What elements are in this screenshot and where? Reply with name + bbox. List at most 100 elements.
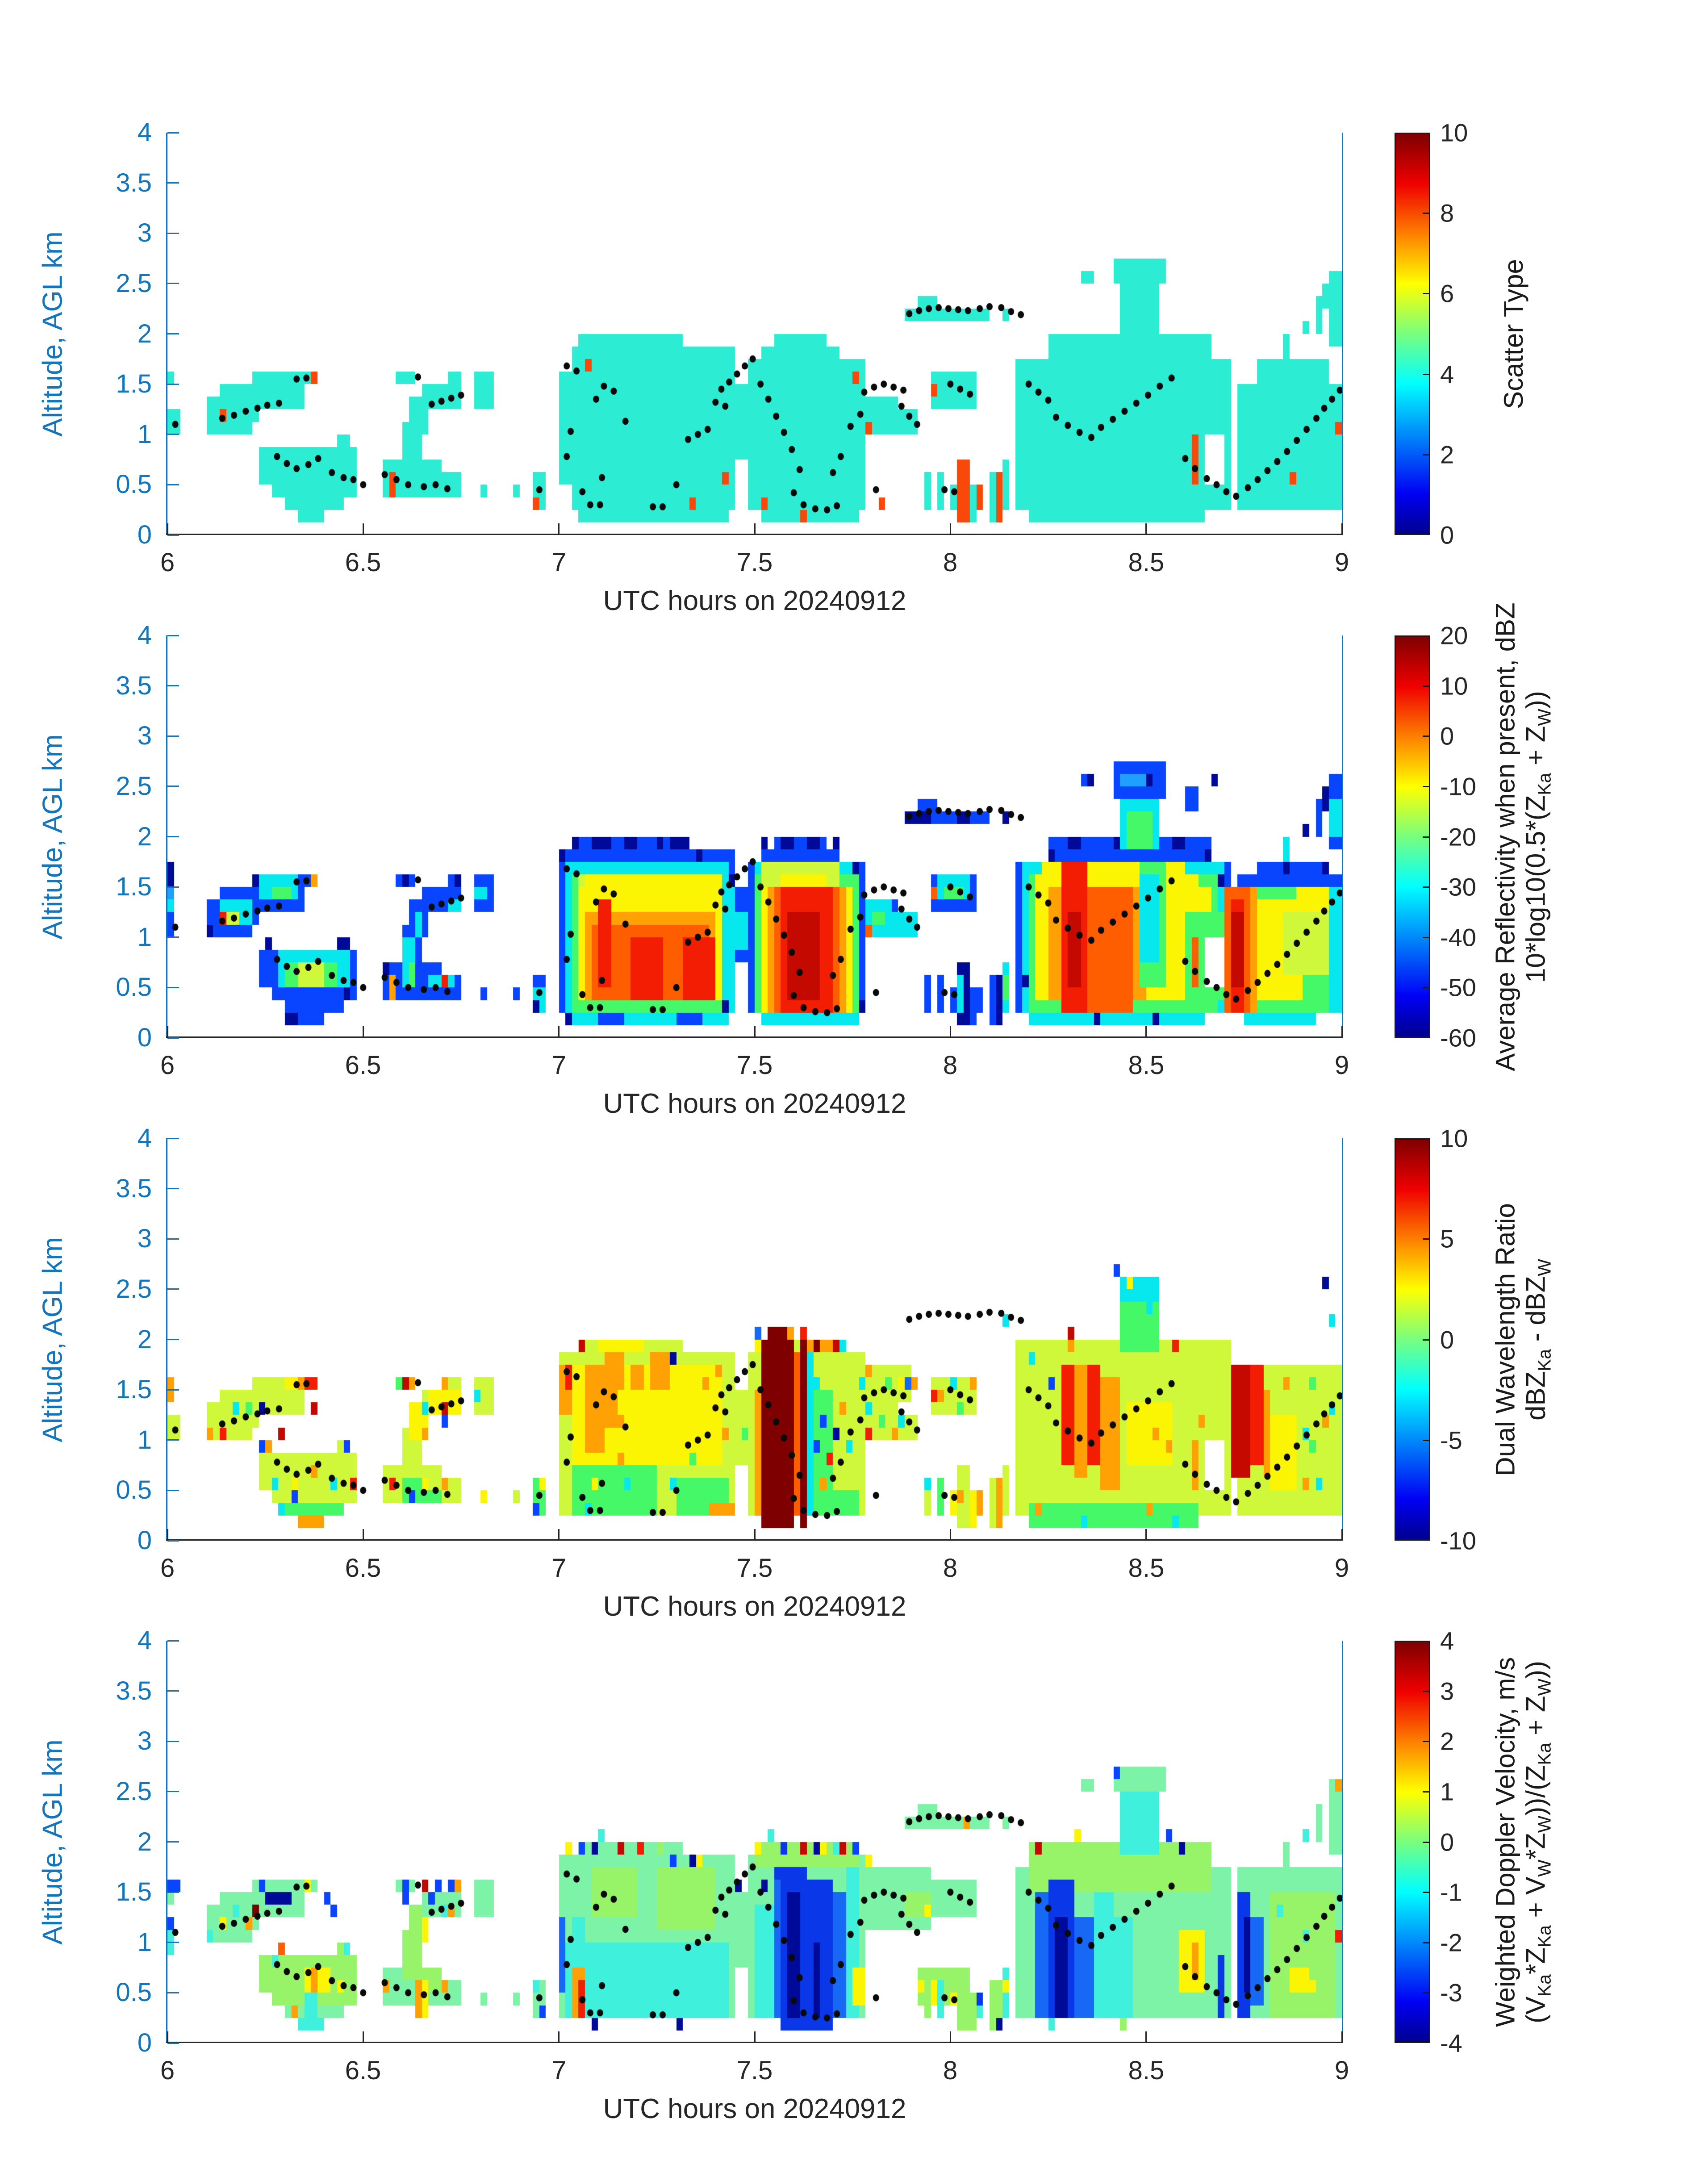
colorbar-tick-label: -3 xyxy=(1440,1978,1462,2007)
colorbar-tick xyxy=(1423,1842,1429,1843)
right-axis-line xyxy=(1342,635,1343,1038)
y-tick xyxy=(167,1439,179,1441)
y-tick xyxy=(167,735,179,737)
x-tick-label: 7 xyxy=(551,1554,567,1583)
x-tick xyxy=(558,1026,560,1038)
x-tick-label: 7.5 xyxy=(736,548,773,577)
colorbar-tick-label: 10 xyxy=(1440,118,1468,147)
colorbar-tick-label: -30 xyxy=(1440,873,1476,901)
y-tick-label: 4 xyxy=(137,118,152,147)
heatmap-canvas-scatter-type xyxy=(167,133,1342,535)
colorbar-tick-label: -40 xyxy=(1440,923,1476,952)
y-tick xyxy=(167,1138,179,1139)
colorbar-tick-label: -4 xyxy=(1440,2029,1462,2057)
x-tick xyxy=(167,1026,168,1038)
y-tick-label: 0.5 xyxy=(116,1978,152,2007)
right-axis-line xyxy=(1342,1138,1343,1541)
y-tick xyxy=(167,1288,179,1290)
y-tick xyxy=(167,1791,179,1792)
y-tick xyxy=(167,1490,179,1491)
x-tick-label: 7.5 xyxy=(736,1051,773,1080)
colorbar-tick xyxy=(1423,786,1429,787)
y-tick xyxy=(167,936,179,938)
heatmap-canvas-dual-wavelength-ratio xyxy=(167,1138,1342,1541)
x-tick-label: 6.5 xyxy=(345,548,381,577)
colorbar-tick xyxy=(1423,1892,1429,1893)
y-tick xyxy=(167,484,179,485)
colorbar-tick-label: -10 xyxy=(1440,772,1476,801)
y-tick-label: 0 xyxy=(137,520,152,549)
x-tick xyxy=(363,1026,364,1038)
colorbar-tick-label: 2 xyxy=(1440,1727,1454,1755)
x-tick xyxy=(167,523,168,535)
y-tick xyxy=(167,182,179,184)
colorbar-tick-label: 8 xyxy=(1440,199,1454,227)
colorbar-tick-label: 4 xyxy=(1440,360,1454,389)
colorbar-tick-label: -50 xyxy=(1440,973,1476,1002)
y-axis-line xyxy=(166,1138,167,1541)
y-tick xyxy=(167,233,179,234)
y-tick xyxy=(167,1389,179,1391)
x-tick-label: 9 xyxy=(1334,1051,1349,1080)
colorbar-tick xyxy=(1423,374,1429,375)
colorbar-tick xyxy=(1423,735,1429,737)
y-tick-label: 1.5 xyxy=(116,369,152,398)
x-tick-label: 9 xyxy=(1334,2056,1349,2085)
x-tick-label: 7.5 xyxy=(736,1554,773,1583)
colorbar-tick xyxy=(1423,213,1429,214)
y-tick-label: 1 xyxy=(137,1928,152,1957)
y-tick-label: 3 xyxy=(137,1726,152,1755)
y-tick-label: 0.5 xyxy=(116,1475,152,1504)
y-tick xyxy=(167,535,179,536)
y-tick xyxy=(167,836,179,837)
colorbar-tick-label: 6 xyxy=(1440,279,1454,308)
colorbar-tick xyxy=(1423,1339,1429,1341)
y-tick-label: 4 xyxy=(137,1626,152,1655)
x-axis-label: UTC hours on 20240912 xyxy=(603,1088,906,1119)
colorbar-tick xyxy=(1423,293,1429,294)
right-axis-line xyxy=(1342,1641,1343,2043)
y-tick xyxy=(167,1841,179,1843)
colorbar-tick-label: -5 xyxy=(1440,1426,1462,1454)
x-tick-label: 9 xyxy=(1334,1554,1349,1583)
x-tick xyxy=(1145,1026,1147,1038)
y-tick xyxy=(167,1037,179,1039)
x-tick-label: 8.5 xyxy=(1128,2056,1165,2085)
y-axis-line xyxy=(166,133,167,535)
x-tick-label: 7 xyxy=(551,548,567,577)
colorbar-tick xyxy=(1423,836,1429,838)
y-tick-label: 0.5 xyxy=(116,973,152,1002)
y-tick xyxy=(167,786,179,787)
colorbar-tick xyxy=(1423,987,1429,988)
x-tick-label: 7.5 xyxy=(736,2056,773,2085)
colorbar-tick-label: -2 xyxy=(1440,1928,1462,1957)
x-tick xyxy=(1341,1026,1343,1038)
y-tick xyxy=(167,2043,179,2044)
colorbar-label-weighted-doppler-velocity: Weighted Doppler Velocity, m/s (VKa*ZKa +… xyxy=(1490,1657,1555,2027)
y-tick xyxy=(167,886,179,888)
y-tick xyxy=(167,1992,179,1993)
x-tick xyxy=(754,2031,756,2043)
y-tick-label: 1 xyxy=(137,420,152,449)
y-tick-label: 1.5 xyxy=(116,872,152,901)
colorbar-tick-label: 0 xyxy=(1440,722,1454,750)
x-tick xyxy=(950,1529,951,1541)
y-tick-label: 2.5 xyxy=(116,1274,152,1304)
x-tick xyxy=(1341,2031,1343,2043)
x-tick xyxy=(167,2031,168,2043)
y-tick-label: 2 xyxy=(137,319,152,348)
x-tick-label: 8.5 xyxy=(1128,1051,1165,1080)
colorbar-tick-label: 4 xyxy=(1440,1626,1454,1655)
x-axis-label: UTC hours on 20240912 xyxy=(603,585,906,616)
x-tick xyxy=(754,1026,756,1038)
x-tick xyxy=(363,1529,364,1541)
colorbar-tick xyxy=(1423,1440,1429,1441)
colorbar-tick xyxy=(1423,685,1429,687)
y-tick xyxy=(167,1741,179,1742)
y-tick xyxy=(167,1238,179,1240)
heatmap-canvas-average-reflectivity xyxy=(167,635,1342,1038)
y-tick xyxy=(167,1640,179,1642)
x-tick xyxy=(363,2031,364,2043)
y-axis-label: Altitude, AGL km xyxy=(37,1739,68,1945)
